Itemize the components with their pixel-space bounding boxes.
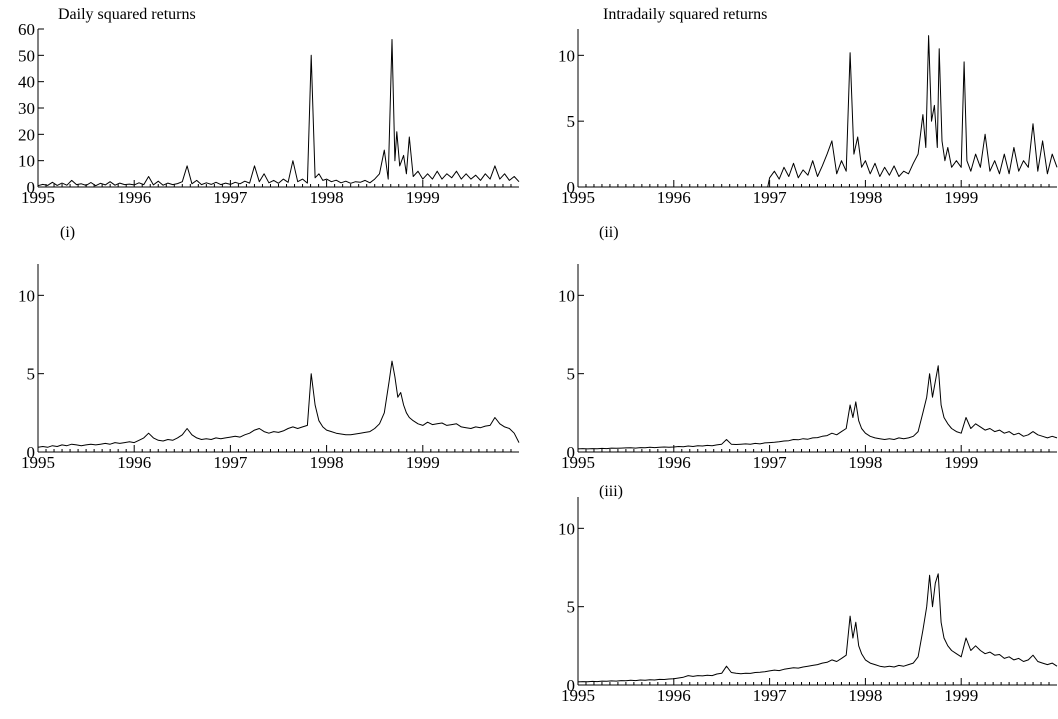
- x-tick-label: 1997: [213, 188, 248, 207]
- x-tick-label: 1998: [310, 453, 344, 472]
- y-tick-label: 5: [567, 598, 576, 617]
- x-tick-label: 1999: [944, 188, 978, 207]
- x-axis: 1995 1996 1997 1998 1999: [561, 445, 1057, 472]
- panel-tag: (ii): [599, 224, 619, 241]
- x-tick-label: 1996: [657, 453, 691, 472]
- y-tick-label: 40: [18, 73, 35, 92]
- y-axis: 0 10 20 30 40 50 60: [18, 20, 44, 197]
- x-axis: 1995 1996 1997 1998 1999: [561, 678, 1057, 705]
- y-tick-label: 10: [558, 46, 575, 65]
- x-tick-label: 1995: [561, 188, 595, 207]
- panel-bottom-right: 0 5 10 1995 1996 1997 1998 1999: [558, 497, 1058, 705]
- x-tick-label: 1995: [561, 453, 595, 472]
- panel-title: Intradaily squared returns: [603, 6, 767, 23]
- y-tick-label: 60: [18, 20, 35, 39]
- series-line: [578, 35, 1058, 188]
- panel-tag: (iii): [599, 483, 623, 500]
- x-tick-label: 1997: [213, 453, 248, 472]
- x-tick-label: 1997: [753, 188, 788, 207]
- series-layer: [577, 365, 1058, 450]
- series-line: [37, 39, 520, 187]
- x-tick-label: 1998: [848, 453, 882, 472]
- panel-middle-right: 0 5 10 1995 1996 1997 1998 1999 (iii): [558, 264, 1058, 500]
- x-tick-label: 1996: [657, 686, 691, 705]
- y-tick-label: 30: [18, 99, 35, 118]
- x-tick-label: 1995: [21, 453, 55, 472]
- y-tick-label: 20: [18, 125, 35, 144]
- x-tick-label: 1995: [21, 188, 55, 207]
- panel-intradaily-squared-returns: Intradaily squared returns 0 5 10 1995 1996…: [558, 6, 1058, 241]
- x-axis: 1995 1996 1997 1998 1999: [561, 180, 1057, 207]
- x-tick-label: 1996: [117, 188, 151, 207]
- x-tick-label: 1995: [561, 686, 595, 705]
- x-axis: 1995 1996 1997 1998 1999: [21, 180, 519, 207]
- x-tick-label: 1998: [848, 686, 882, 705]
- x-tick-label: 1998: [848, 188, 882, 207]
- y-axis: 0 5 10: [558, 497, 584, 695]
- series-layer: [37, 360, 520, 448]
- series-line: [577, 365, 1058, 450]
- y-tick-label: 10: [18, 152, 35, 171]
- y-tick-label: 0: [27, 178, 36, 197]
- x-tick-label: 1996: [117, 453, 151, 472]
- y-tick-label: 0: [567, 443, 576, 462]
- x-tick-label: 1999: [406, 188, 440, 207]
- y-tick-label: 5: [567, 112, 576, 131]
- y-tick-label: 0: [567, 178, 576, 197]
- x-tick-label: 1997: [753, 453, 788, 472]
- y-axis: 0 5 10: [18, 264, 44, 462]
- y-tick-label: 5: [567, 365, 576, 384]
- x-tick-label: 1999: [944, 453, 978, 472]
- x-tick-label: 1997: [753, 686, 788, 705]
- panel-tag: (i): [60, 224, 75, 241]
- y-tick-label: 10: [558, 519, 575, 538]
- y-tick-label: 50: [18, 46, 35, 65]
- y-tick-label: 5: [27, 365, 36, 384]
- x-axis: 1995 1996 1997 1998 1999: [21, 445, 519, 472]
- panel-daily-squared-returns: Daily squared returns 0 10 20 30 40 50 60 1995…: [18, 6, 520, 241]
- x-tick-label: 1996: [657, 188, 691, 207]
- panel-title: Daily squared returns: [58, 6, 196, 23]
- y-tick-label: 0: [27, 443, 36, 462]
- panel-middle-left: 0 5 10 1995 1996 1997 1998 1999: [18, 264, 520, 472]
- series-layer: [577, 573, 1058, 683]
- y-axis: 0 5 10: [558, 264, 584, 462]
- y-tick-label: 10: [18, 286, 35, 305]
- y-tick-label: 10: [558, 286, 575, 305]
- series-line: [577, 573, 1058, 683]
- series-layer: [37, 39, 520, 187]
- series-line: [37, 360, 520, 448]
- y-tick-label: 0: [567, 676, 576, 695]
- x-tick-label: 1999: [406, 453, 440, 472]
- y-axis: 0 5 10: [558, 29, 584, 197]
- x-tick-label: 1999: [944, 686, 978, 705]
- series-layer: [578, 35, 1058, 188]
- x-tick-label: 1998: [310, 188, 344, 207]
